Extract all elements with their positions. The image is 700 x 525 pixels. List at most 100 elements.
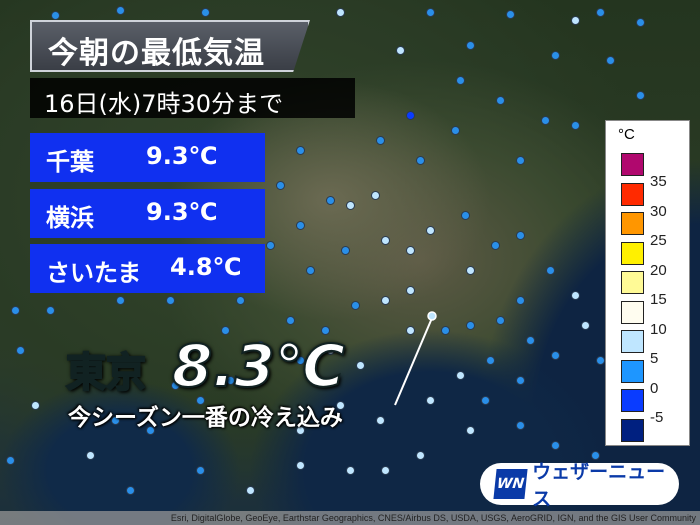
station-marker — [111, 416, 120, 425]
observation-time: 16日(水)7時30分まで — [30, 78, 355, 118]
station-marker — [426, 396, 435, 405]
station-marker — [256, 341, 265, 350]
city-name: 横浜 — [46, 204, 94, 232]
city-temp: 9.3℃ — [146, 198, 218, 226]
station-marker — [196, 396, 205, 405]
station-marker — [371, 191, 380, 200]
station-marker — [596, 8, 605, 17]
station-marker — [381, 296, 390, 305]
station-marker — [406, 111, 415, 120]
station-marker — [466, 41, 475, 50]
station-marker — [356, 361, 365, 370]
station-marker — [466, 426, 475, 435]
station-marker — [86, 451, 95, 460]
station-marker — [321, 326, 330, 335]
station-marker — [486, 356, 495, 365]
station-marker — [381, 466, 390, 475]
station-marker — [396, 46, 405, 55]
legend-label: 10 — [650, 320, 667, 338]
station-marker — [516, 231, 525, 240]
station-marker — [416, 451, 425, 460]
legend-swatch — [621, 359, 644, 383]
legend-label: 0 — [650, 379, 659, 397]
station-marker — [481, 396, 490, 405]
station-marker — [276, 181, 285, 190]
station-marker — [456, 76, 465, 85]
station-marker — [551, 351, 560, 360]
station-marker — [571, 16, 580, 25]
station-marker — [491, 241, 500, 250]
station-marker — [426, 226, 435, 235]
station-marker — [581, 321, 590, 330]
station-marker — [346, 201, 355, 210]
station-marker — [406, 286, 415, 295]
station-marker — [376, 136, 385, 145]
station-marker — [201, 8, 210, 17]
legend-label: 20 — [650, 261, 667, 279]
station-marker — [636, 91, 645, 100]
station-marker — [341, 246, 350, 255]
tokyo-name: 東京 — [65, 349, 147, 397]
station-marker — [31, 401, 40, 410]
station-marker — [336, 8, 345, 17]
legend-swatch — [621, 389, 644, 412]
legend-label: 35 — [650, 173, 667, 190]
station-marker — [451, 126, 460, 135]
city-saitama: さいたま 4.8℃ — [30, 244, 265, 293]
weathernews-logo: WN ウェザーニュース — [480, 461, 679, 510]
station-marker — [171, 381, 180, 390]
station-marker — [246, 486, 255, 495]
station-marker — [6, 456, 15, 465]
station-marker — [326, 346, 335, 355]
station-marker — [51, 11, 60, 20]
station-marker — [376, 416, 385, 425]
station-marker — [516, 421, 525, 430]
station-marker — [516, 156, 525, 165]
station-marker — [381, 236, 390, 245]
station-marker — [326, 196, 335, 205]
legend-unit: °C — [618, 126, 635, 143]
station-marker — [461, 211, 470, 220]
legend-swatch — [621, 271, 644, 294]
station-marker — [406, 326, 415, 335]
station-marker — [46, 306, 55, 315]
station-marker — [466, 266, 475, 275]
legend-label: -5 — [650, 409, 664, 426]
station-marker — [116, 6, 125, 15]
tokyo-highlight: 東京 8.3℃ — [65, 331, 346, 401]
city-temp: 9.3℃ — [146, 142, 218, 170]
station-marker — [571, 291, 580, 300]
legend-swatch — [621, 182, 644, 206]
station-marker — [296, 221, 305, 230]
station-marker — [606, 56, 615, 65]
legend-label: 25 — [650, 232, 667, 249]
station-marker — [296, 426, 305, 435]
station-marker — [551, 51, 560, 60]
station-marker — [596, 356, 605, 365]
legend-swatch — [621, 212, 644, 235]
station-marker — [551, 441, 560, 450]
legend-label: 30 — [650, 202, 667, 220]
legend-swatch — [621, 153, 644, 176]
legend-swatch — [621, 330, 644, 353]
station-marker — [441, 326, 450, 335]
legend-swatch — [621, 418, 644, 442]
station-marker — [296, 461, 305, 470]
legend-swatch — [621, 241, 644, 265]
station-marker — [346, 466, 355, 475]
station-marker — [466, 321, 475, 330]
station-marker — [286, 316, 295, 325]
station-marker — [636, 18, 645, 27]
station-marker — [166, 296, 175, 305]
station-marker — [416, 156, 425, 165]
legend-label: 5 — [650, 350, 659, 367]
city-chiba: 千葉 9.3℃ — [30, 133, 265, 182]
station-marker — [126, 486, 135, 495]
city-yokohama: 横浜 9.3℃ — [30, 189, 265, 238]
station-marker — [516, 296, 525, 305]
wn-logo-icon: WN — [493, 469, 528, 499]
station-marker — [266, 241, 275, 250]
station-marker — [516, 376, 525, 385]
station-marker — [426, 8, 435, 17]
map-title: 今朝の最低気温 — [30, 20, 310, 72]
